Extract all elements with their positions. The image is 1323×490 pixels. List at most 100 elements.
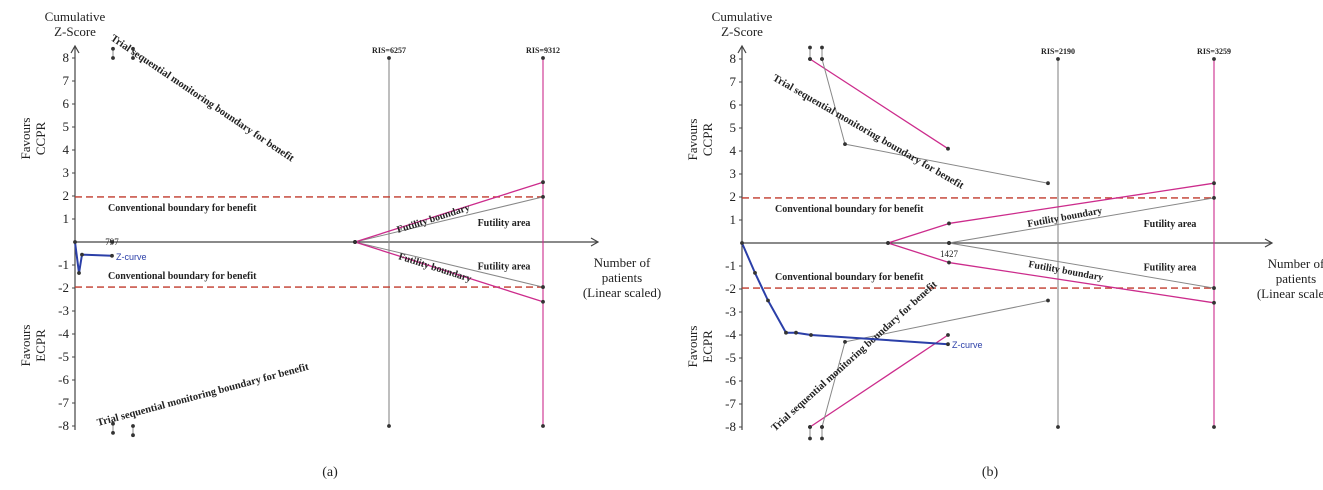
ris-line-end (387, 424, 391, 428)
tsm-boundary-point (111, 46, 115, 51)
favours-label-line2: CCPR (700, 123, 715, 157)
x-axis-title: Number of (1268, 256, 1323, 271)
conventional-boundary-upper-label: Conventional boundary for benefit (108, 203, 257, 214)
panel-b: 8 7 6 5 4 3 2 1 -1 -2 -3 -4 -5 -6 -7 -8 CumulativeZ-Scor… (685, 9, 1323, 480)
y-tick-label: 3 (730, 166, 737, 181)
tsm-lower-label: Trial sequential monitoring boundary for… (770, 279, 940, 434)
y-tick-label: 6 (63, 96, 70, 111)
x-axis-arrow (1264, 238, 1274, 248)
tsm-boundary-point (111, 56, 115, 60)
x-axis-title: Number of (594, 255, 651, 270)
ris-line-end (1056, 425, 1060, 429)
z-curve-point (794, 330, 798, 335)
futility-point (1212, 300, 1216, 305)
y-tick-label: 6 (730, 97, 737, 112)
tsm-boundary-point (820, 425, 824, 429)
tsm-boundary-5 (821, 300, 1049, 428)
tsm-boundary-point (808, 436, 812, 441)
tsm-boundary-point (946, 333, 950, 337)
futility-boundary-upper (354, 181, 544, 243)
y-tick-label: 4 (730, 143, 737, 158)
tsm-boundary-point (808, 425, 812, 429)
panel-a: 8 7 6 5 4 3 2 1 -1 -2 -3 -4 -5 -6 -7 -8 CumulativeZ-Scor… (18, 9, 661, 480)
tsm-boundary-4 (809, 334, 949, 428)
panel-label: (a) (322, 465, 338, 480)
tsm-boundary-point (1046, 181, 1050, 186)
tsm-boundary-point (820, 57, 824, 61)
tsm-boundary-point (131, 433, 135, 438)
y-tick-label: -2 (725, 281, 736, 296)
tsm-upper-label: Trial sequential monitoring boundary for… (771, 73, 966, 192)
favours-label-line1: Favours (685, 119, 700, 161)
x-axis-arrow (590, 237, 600, 247)
futility-point (353, 240, 357, 244)
favours-label: Favours ECPR (18, 325, 48, 367)
z-curve-point (73, 240, 77, 244)
conventional-boundary-lower-label: Conventional boundary for benefit (775, 272, 924, 283)
y-tick-label: -8 (725, 419, 736, 434)
favours-label: Favours CCPR (18, 118, 48, 160)
y-tick-label: 7 (730, 74, 737, 89)
y-tick-label: 4 (63, 142, 70, 157)
y-tick-label: -6 (725, 373, 736, 388)
y-tick-label: -5 (58, 349, 69, 364)
y-tick-label: 2 (730, 189, 737, 204)
y-tick-label: 5 (730, 120, 737, 135)
y-tick-label: -6 (58, 372, 69, 387)
tsm-boundary-point (843, 142, 847, 147)
ris-line-end (1056, 57, 1060, 61)
z-curve-point (753, 271, 757, 275)
futility-point (1212, 181, 1216, 186)
futility-boundary-lower-gray (354, 241, 544, 288)
y-tick-label: -3 (725, 304, 736, 319)
favours-label-line2: ECPR (33, 329, 48, 362)
y-tick-label: 5 (63, 119, 70, 134)
favours-label-line2: CCPR (33, 122, 48, 156)
ris-line-end (387, 56, 391, 60)
x-axis-title: patients (602, 270, 642, 285)
y-tick-label: 3 (63, 165, 70, 180)
favours-label-line1: Favours (685, 326, 700, 368)
tsm-boundary-point (131, 424, 135, 428)
y-tick-label: -1 (58, 257, 69, 272)
futility-area-lower-label: Futility area (478, 262, 531, 273)
futility-boundary-lower (354, 241, 544, 303)
z-curve-point (784, 330, 788, 335)
ris-line-end (1212, 425, 1216, 429)
futility-area-upper-label: Futility area (478, 218, 531, 229)
y-axis-title: Z-Score (54, 24, 96, 39)
tsm-lower-label: Trial sequential monitoring boundary for… (96, 362, 311, 429)
ris-label: RIS=6257 (372, 46, 406, 55)
y-tick-label: -5 (725, 350, 736, 365)
tsm-boundary-0 (809, 58, 949, 150)
y-tick-label: 1 (63, 211, 70, 226)
tsm-boundary-point (946, 146, 950, 151)
tsm-boundary-point (131, 56, 135, 60)
y-tick-label: 8 (63, 50, 70, 65)
futility-point (947, 260, 951, 265)
futility-point (1212, 286, 1216, 290)
favours-label-line2: ECPR (700, 330, 715, 363)
panel-label: (b) (982, 465, 999, 480)
ris-label: RIS=2190 (1041, 47, 1075, 56)
tsm-boundary-point (843, 340, 847, 344)
y-tick-label: -8 (58, 418, 69, 433)
y-axis-title: Cumulative (712, 9, 773, 24)
futility-point (541, 299, 545, 304)
x-marker-label: 797 (105, 237, 119, 247)
favours-label-line1: Favours (18, 118, 33, 160)
futility-area-lower-label: Futility area (1144, 263, 1197, 274)
z-curve-point (740, 241, 744, 245)
futility-point (947, 221, 951, 226)
y-axis-title: Cumulative (45, 9, 106, 24)
favours-label: Favours ECPR (685, 326, 715, 368)
conventional-boundary-upper-label: Conventional boundary for benefit (775, 204, 924, 215)
tsm-boundary-point (131, 46, 135, 51)
y-tick-label: 8 (730, 51, 737, 66)
futility-area-upper-label: Futility area (1144, 219, 1197, 230)
x-marker-point (110, 240, 114, 244)
y-tick-label: 1 (730, 212, 737, 227)
z-curve-point (766, 298, 770, 303)
